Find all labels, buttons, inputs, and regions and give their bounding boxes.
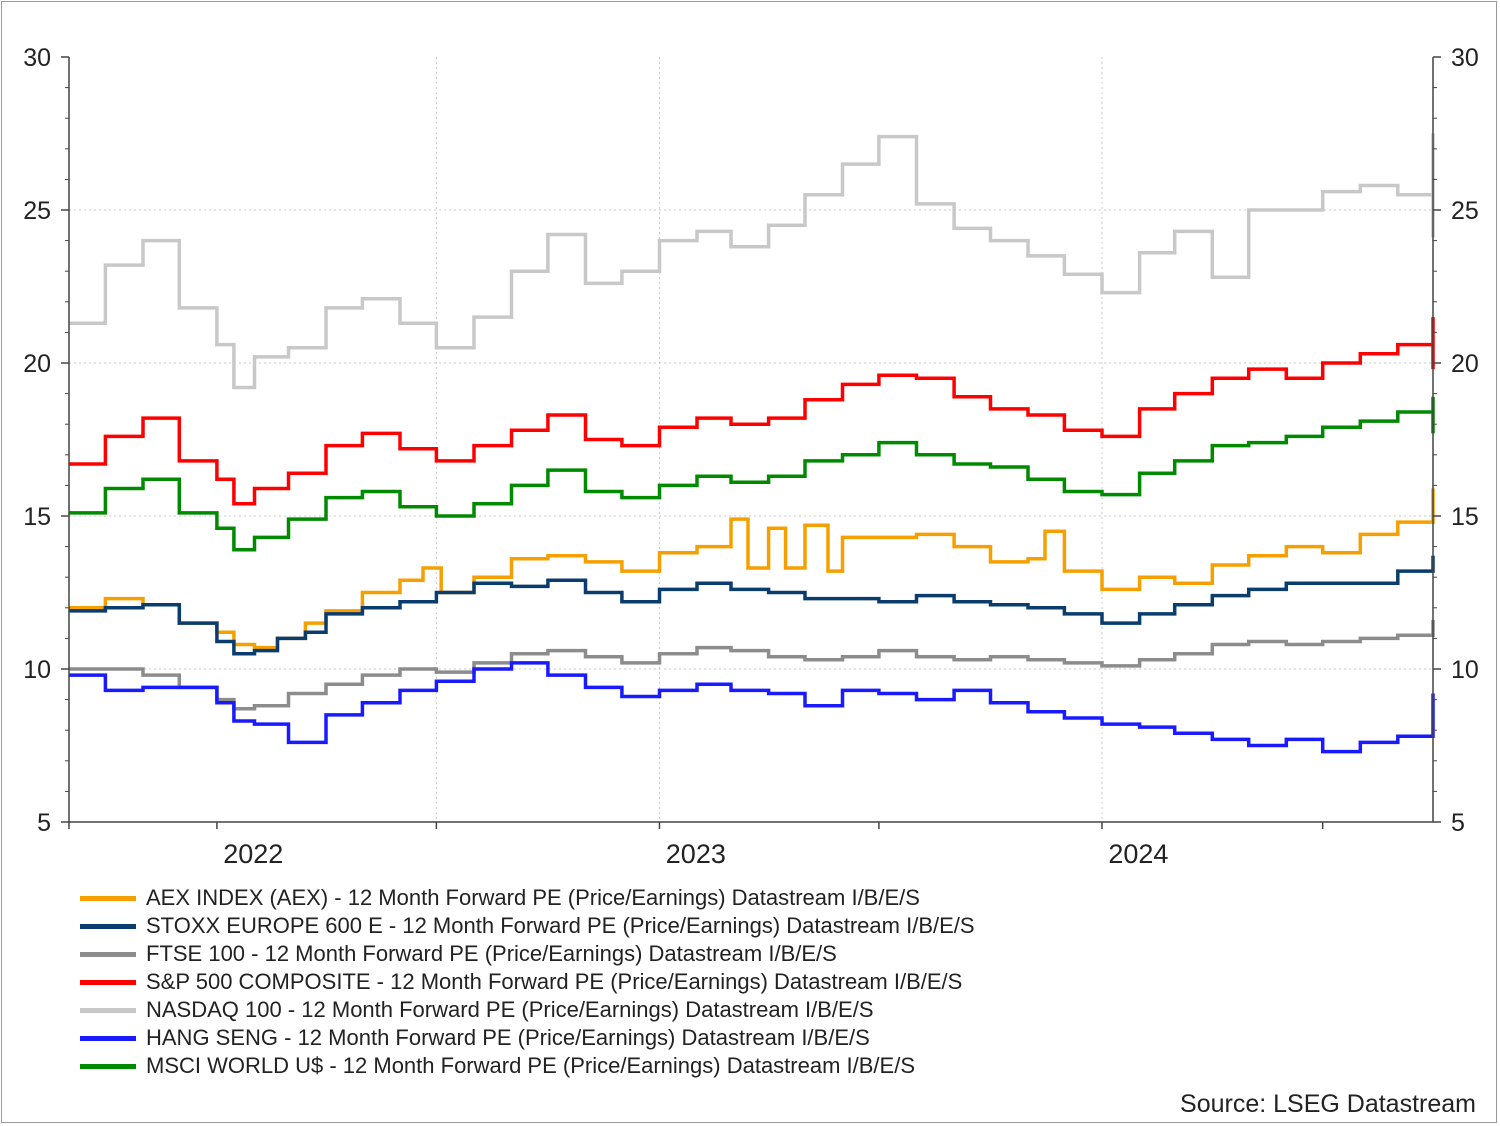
y-tick-label-right: 15: [1451, 503, 1479, 531]
legend-item: AEX INDEX (AEX) - 12 Month Forward PE (P…: [80, 884, 975, 912]
series-line-0: [69, 488, 1435, 650]
legend-item: S&P 500 COMPOSITE - 12 Month Forward PE …: [80, 968, 975, 996]
legend-swatch: [80, 1063, 136, 1069]
y-tick-label-right: 25: [1451, 197, 1479, 225]
y-tick-label-left: 25: [23, 197, 51, 225]
legend-label: FTSE 100 - 12 Month Forward PE (Price/Ea…: [146, 941, 837, 966]
grid: [69, 57, 1433, 822]
legend-label: S&P 500 COMPOSITE - 12 Month Forward PE …: [146, 969, 963, 994]
legend-swatch: [80, 923, 136, 929]
series-line-5: [69, 661, 1435, 754]
series-line-6: [69, 396, 1435, 552]
legend-label: NASDAQ 100 - 12 Month Forward PE (Price/…: [146, 997, 874, 1022]
y-tick-label-left: 30: [23, 44, 51, 72]
legend-label: MSCI WORLD U$ - 12 Month Forward PE (Pri…: [146, 1053, 916, 1078]
legend-swatch: [80, 895, 136, 901]
y-tick-label-right: 10: [1451, 656, 1479, 684]
legend-item: HANG SENG - 12 Month Forward PE (Price/E…: [80, 1024, 975, 1052]
legend-label: STOXX EUROPE 600 E - 12 Month Forward PE…: [146, 913, 975, 938]
series-layer: [69, 133, 1435, 754]
legend-swatch: [80, 979, 136, 985]
legend-item: FTSE 100 - 12 Month Forward PE (Price/Ea…: [80, 940, 975, 968]
y-tick-label-right: 30: [1451, 44, 1479, 72]
series-line-1: [69, 555, 1435, 656]
legend-swatch: [80, 1007, 136, 1013]
y-tick-label-left: 20: [23, 350, 51, 378]
legend-label: HANG SENG - 12 Month Forward PE (Price/E…: [146, 1025, 870, 1050]
x-tick-label: 2023: [666, 839, 726, 869]
y-tick-label-left: 5: [37, 809, 51, 837]
legend-item: STOXX EUROPE 600 E - 12 Month Forward PE…: [80, 912, 975, 940]
y-tick-label-left: 10: [23, 656, 51, 684]
legend-item: MSCI WORLD U$ - 12 Month Forward PE (Pri…: [80, 1052, 975, 1080]
axes: 5 5 10 10 15 15 20 20 25 25 30 30 2022 2023 2024: [23, 44, 1479, 869]
legend: AEX INDEX (AEX) - 12 Month Forward PE (P…: [80, 884, 975, 1080]
x-tick-label: 2022: [223, 839, 283, 869]
series-line-4: [69, 133, 1435, 390]
legend-item: NASDAQ 100 - 12 Month Forward PE (Price/…: [80, 996, 975, 1024]
y-tick-label-right: 20: [1451, 350, 1479, 378]
source-note: Source: LSEG Datastream: [1180, 1090, 1476, 1118]
y-tick-label-left: 15: [23, 503, 51, 531]
series-line-2: [69, 620, 1435, 711]
legend-swatch: [80, 951, 136, 957]
series-line-3: [69, 317, 1435, 506]
legend-swatch: [80, 1035, 136, 1041]
y-tick-label-right: 5: [1451, 809, 1465, 837]
legend-label: AEX INDEX (AEX) - 12 Month Forward PE (P…: [146, 885, 920, 910]
x-tick-label: 2024: [1108, 839, 1168, 869]
